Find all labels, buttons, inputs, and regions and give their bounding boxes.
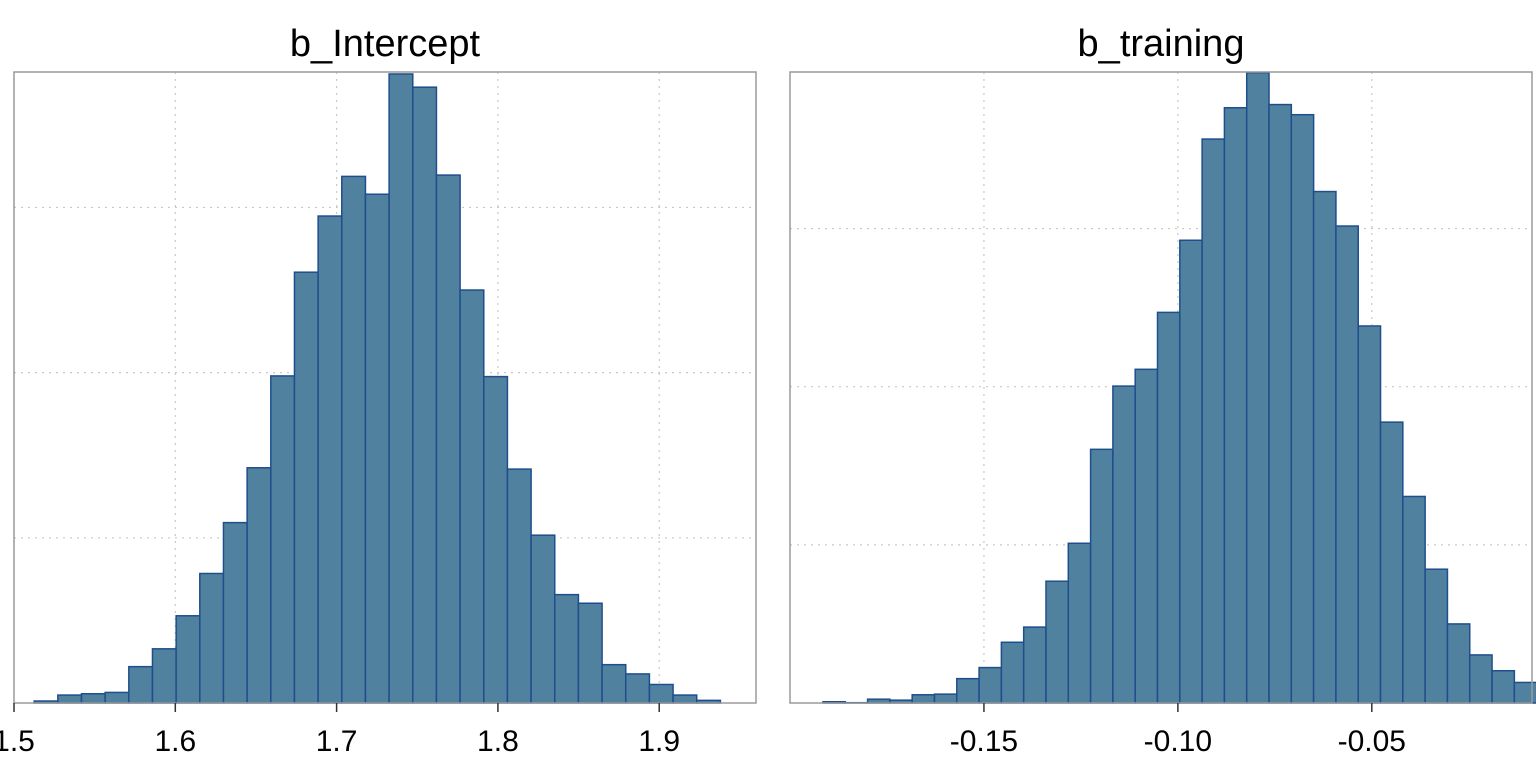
x-tick-label: 1.7: [316, 725, 358, 758]
x-tick-label: 1.5: [0, 725, 35, 758]
histogram-bar: [1402, 495, 1426, 704]
histogram-bar: [1022, 626, 1047, 704]
histogram-bars: [822, 71, 1536, 704]
histogram-bar: [1000, 641, 1025, 704]
panel-border: [789, 71, 1533, 704]
histogram-bar: [435, 174, 461, 704]
x-tick-label: -0.05: [1338, 725, 1406, 758]
histogram-bar: [1491, 669, 1516, 704]
histogram-bar: [175, 615, 201, 704]
histogram-bar: [624, 673, 651, 704]
histogram-bar: [1468, 654, 1493, 704]
panel-b-intercept: b_Intercept 1.5 1.6 1.7 1.8 1.9: [0, 23, 757, 758]
panel-border: [13, 71, 757, 704]
x-tick-label: 1.6: [154, 725, 196, 758]
histogram-bar: [1089, 448, 1114, 704]
x-tick-label: 1.8: [477, 725, 519, 758]
histogram-bar: [1045, 580, 1070, 704]
histogram-bar: [341, 175, 367, 704]
histogram-bar: [388, 73, 414, 704]
panel-title: b_training: [1078, 23, 1245, 65]
histogram-bar: [554, 593, 580, 704]
histogram-bar: [1201, 138, 1226, 704]
histogram-bar: [128, 665, 154, 704]
histogram-bar: [956, 677, 980, 704]
histogram-bar: [1223, 106, 1248, 704]
histogram-bar: [1513, 681, 1536, 704]
histogram-bar: [530, 534, 556, 704]
histogram-bar: [911, 694, 936, 704]
panel-b-training: b_training -0.15 -0.10 -0.05: [789, 23, 1536, 758]
histogram-bar: [1424, 568, 1449, 704]
histogram-bar: [293, 271, 319, 704]
histogram-bar: [1245, 71, 1270, 704]
histogram-bar: [933, 693, 958, 704]
histogram-bar: [57, 694, 83, 704]
histogram-bar: [1446, 623, 1471, 704]
histogram-bar: [577, 602, 603, 704]
histogram-bar: [506, 468, 532, 704]
histogram-bar: [1357, 325, 1382, 704]
histogram-bar: [412, 86, 438, 704]
histogram-bar: [317, 215, 343, 704]
x-tick-label: 1.9: [638, 725, 680, 758]
x-axis-ticks: -0.15 -0.10 -0.05: [950, 703, 1406, 758]
panel-title: b_Intercept: [290, 23, 481, 65]
histogram-bar: [270, 375, 296, 704]
histogram-bar: [601, 663, 627, 704]
histogram-bar: [1379, 421, 1404, 704]
histogram-bars: [33, 73, 722, 704]
histogram-bar: [1312, 190, 1337, 704]
histogram-bar: [1335, 225, 1359, 704]
histogram-bar: [222, 521, 248, 704]
histogram-bar: [246, 467, 272, 704]
histogram-bar: [199, 572, 225, 704]
histogram-bar: [1156, 311, 1181, 704]
x-tick-label: -0.15: [950, 725, 1018, 758]
histogram-bar: [672, 694, 698, 704]
histogram-bar: [1134, 368, 1159, 704]
histogram-bar: [483, 375, 509, 704]
histogram-bar: [80, 692, 106, 704]
histogram-bar: [1112, 385, 1136, 704]
x-axis-ticks: 1.5 1.6 1.7 1.8 1.9: [0, 703, 680, 758]
histogram-bar: [648, 683, 674, 704]
x-tick-label: -0.10: [1144, 725, 1212, 758]
histogram-bar: [364, 193, 390, 704]
histogram-bar: [1067, 542, 1092, 704]
histogram-bar: [151, 648, 177, 704]
histogram-bar: [1290, 113, 1315, 704]
histogram-bar: [1268, 103, 1293, 704]
histogram-bar: [459, 289, 485, 704]
histogram-bar: [978, 666, 1003, 704]
histogram-bar: [1179, 239, 1203, 704]
histogram-bar: [104, 691, 130, 704]
